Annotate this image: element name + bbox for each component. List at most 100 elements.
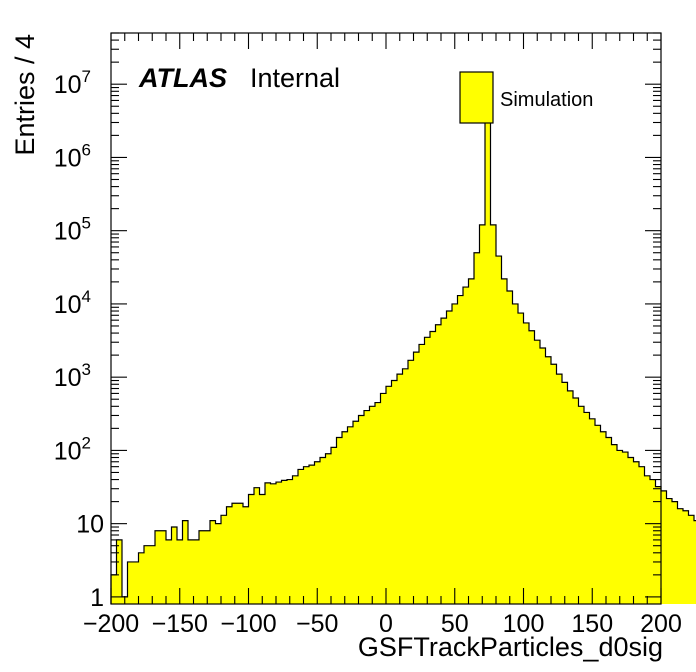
histogram-bar <box>204 530 211 604</box>
histogram-bar <box>457 295 464 604</box>
histogram-bar <box>270 483 277 604</box>
histogram-bar <box>479 224 486 604</box>
histogram-bar <box>375 402 381 604</box>
histogram-bar <box>391 380 398 604</box>
histogram-bar <box>369 406 376 604</box>
x-axis-ticks: −200 −150 −100 −50 0 50 100 150 200 <box>83 33 682 638</box>
legend-label: Simulation <box>500 89 593 111</box>
histogram-bar <box>314 461 321 604</box>
histogram-bar <box>446 311 453 604</box>
histogram-bar <box>584 412 590 604</box>
histogram-bar <box>419 344 425 604</box>
histogram-bar <box>309 465 315 604</box>
histogram-bar <box>413 352 420 604</box>
legend-swatch <box>459 71 494 124</box>
histogram-bar <box>694 520 696 604</box>
histogram-bar <box>661 490 667 604</box>
histogram-bar <box>364 410 370 604</box>
histogram-bar <box>545 356 552 604</box>
y-tick-label: 107 <box>54 67 91 99</box>
y-axis-title: Entries / 4 <box>10 34 40 156</box>
histogram-bar <box>358 415 365 604</box>
internal-label: Internal <box>250 63 340 93</box>
y-tick-label: 105 <box>54 214 91 246</box>
histogram-bar <box>496 256 502 604</box>
histogram-bar <box>397 374 403 604</box>
histogram-bar <box>534 340 541 604</box>
histogram-bar <box>622 452 629 604</box>
x-tick-label: −100 <box>220 610 276 638</box>
histogram-bar <box>149 545 156 604</box>
histogram-bar <box>567 390 574 604</box>
histogram-bar <box>644 475 651 604</box>
histogram-bar <box>281 480 288 604</box>
histogram-bar <box>248 494 255 604</box>
histogram-bar <box>331 447 337 604</box>
x-tick-label: −200 <box>83 610 139 638</box>
atlas-label: ATLAS <box>138 63 227 93</box>
histogram-bar <box>347 426 354 604</box>
histogram-bar <box>490 224 497 604</box>
histogram-bar <box>540 348 546 604</box>
x-tick-label: 50 <box>441 610 469 638</box>
y-tick-label: 1 <box>90 584 104 612</box>
histogram-bar <box>452 303 458 604</box>
histogram-bar <box>243 506 249 604</box>
histogram-bar <box>573 397 579 604</box>
histogram-bar <box>303 466 310 604</box>
histogram-bar <box>259 494 266 604</box>
histogram-bar <box>430 331 436 604</box>
histogram-bar <box>380 393 387 604</box>
x-tick-label: −150 <box>152 610 208 638</box>
histogram-bar <box>441 318 447 604</box>
histogram-bar <box>468 278 475 604</box>
histogram-bar <box>512 303 519 604</box>
histogram-bar <box>688 515 695 604</box>
y-tick-label: 104 <box>54 287 91 319</box>
histogram-bar <box>617 450 623 604</box>
histogram-bar <box>639 466 645 604</box>
histogram-bar <box>155 530 161 604</box>
histogram-bar <box>551 364 557 604</box>
histogram-bar <box>342 431 348 604</box>
histogram-bar <box>578 406 585 604</box>
histogram-bar <box>683 510 689 604</box>
histogram-bar <box>518 313 524 604</box>
histogram-bar <box>595 425 601 604</box>
x-axis-title: GSFTrackParticles_d0sig <box>358 632 663 662</box>
x-tick-label: 200 <box>640 610 682 638</box>
histogram-bar <box>523 322 530 604</box>
histogram-bar <box>474 252 480 604</box>
histogram-bar <box>188 539 194 604</box>
histogram-bar <box>287 479 293 604</box>
histogram-bar <box>166 539 172 604</box>
histogram-bar <box>611 444 618 604</box>
histogram-bar <box>628 457 634 604</box>
histogram-bar <box>276 482 282 604</box>
histogram-bar <box>402 368 409 604</box>
y-axis-ticks: 1 10 102 103 104 105 106 107 <box>54 32 661 612</box>
histogram-bar <box>127 561 134 604</box>
histogram-bar <box>138 552 145 604</box>
histogram-bar <box>353 421 359 604</box>
histogram-bar <box>336 437 343 604</box>
histogram-bar <box>507 291 513 604</box>
histogram-bar <box>424 337 431 604</box>
histogram-bar <box>562 382 568 604</box>
histogram-bar <box>160 530 167 604</box>
histogram-bar <box>501 278 508 604</box>
histogram-bar <box>237 503 244 604</box>
histogram-bar <box>199 530 205 604</box>
histogram-bar <box>210 520 216 604</box>
histogram-bar <box>232 503 238 604</box>
x-tick-label: 100 <box>503 610 545 638</box>
histogram-bar <box>386 386 392 604</box>
histogram-bar <box>633 461 640 604</box>
histogram-bar <box>221 515 227 604</box>
histogram-bar <box>193 539 200 604</box>
histogram-bar <box>116 539 123 604</box>
histogram-bar <box>556 374 563 604</box>
histogram-bar <box>672 501 678 604</box>
histogram-bar <box>292 475 299 604</box>
